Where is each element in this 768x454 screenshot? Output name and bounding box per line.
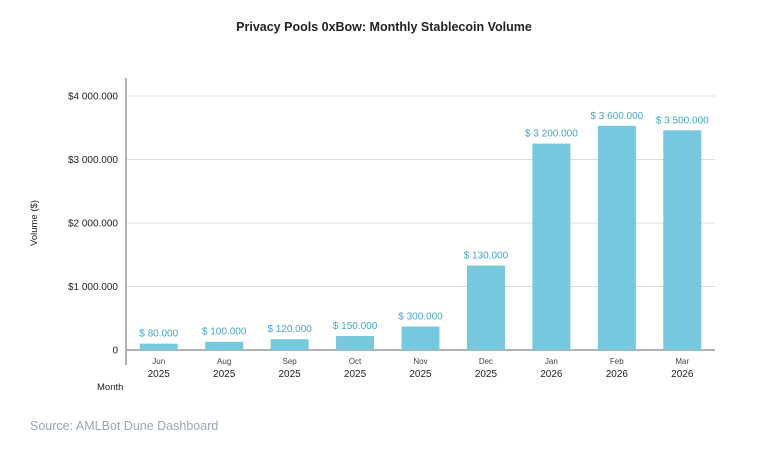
x-tick-month: Sep bbox=[282, 357, 297, 366]
x-tick-month: Feb bbox=[610, 357, 624, 366]
data-label: $ 150.000 bbox=[333, 321, 378, 332]
x-tick-year: 2025 bbox=[409, 369, 432, 380]
bar bbox=[597, 125, 636, 350]
bar bbox=[401, 326, 440, 350]
x-tick-year: 2026 bbox=[606, 369, 629, 380]
data-label: $ 100.000 bbox=[202, 327, 247, 338]
bar bbox=[205, 341, 244, 350]
x-tick-year: 2025 bbox=[213, 369, 236, 380]
y-tick-label: 0 bbox=[112, 346, 118, 357]
x-tick-month: Dec bbox=[479, 357, 493, 366]
chart-title: Privacy Pools 0xBow: Monthly Stablecoin … bbox=[236, 20, 532, 34]
y-tick-label: $4 000.000 bbox=[68, 92, 118, 103]
x-tick-year: 2025 bbox=[148, 369, 171, 380]
data-label: $ 120.000 bbox=[267, 324, 312, 335]
source-note: Source: AMLBot Dune Dashboard bbox=[30, 419, 219, 433]
data-label: $ 3 500.000 bbox=[656, 115, 709, 126]
x-tick-year: 2026 bbox=[671, 369, 694, 380]
x-tick-year: 2025 bbox=[475, 369, 498, 380]
bar bbox=[139, 343, 178, 350]
y-tick-label: $1 000.000 bbox=[68, 282, 118, 293]
x-tick-month: Aug bbox=[217, 357, 231, 366]
data-label: $ 300.000 bbox=[398, 312, 443, 323]
x-tick-month: Mar bbox=[675, 357, 689, 366]
data-label: $ 3 200.000 bbox=[525, 129, 578, 140]
x-tick-year: 2025 bbox=[344, 369, 367, 380]
data-label: $ 3 600.000 bbox=[590, 111, 643, 122]
bar bbox=[336, 336, 375, 350]
x-tick-month: Jan bbox=[545, 357, 558, 366]
x-tick-year: 2026 bbox=[540, 369, 563, 380]
y-tick-label: $3 000.000 bbox=[68, 155, 118, 166]
y-axis-label: Volume ($) bbox=[29, 200, 40, 246]
bar bbox=[270, 339, 309, 350]
x-tick-month: Oct bbox=[349, 357, 362, 366]
x-tick-month: Jun bbox=[152, 357, 165, 366]
bar bbox=[466, 265, 505, 350]
y-tick-label: $2 000.000 bbox=[68, 219, 118, 230]
bar bbox=[532, 143, 571, 350]
bar bbox=[663, 130, 702, 350]
data-label: $ 130.000 bbox=[464, 251, 509, 262]
x-tick-month: Nov bbox=[413, 357, 427, 366]
data-label: $ 80.000 bbox=[139, 329, 178, 340]
x-tick-year: 2025 bbox=[278, 369, 301, 380]
x-axis-label: Month bbox=[97, 382, 123, 393]
